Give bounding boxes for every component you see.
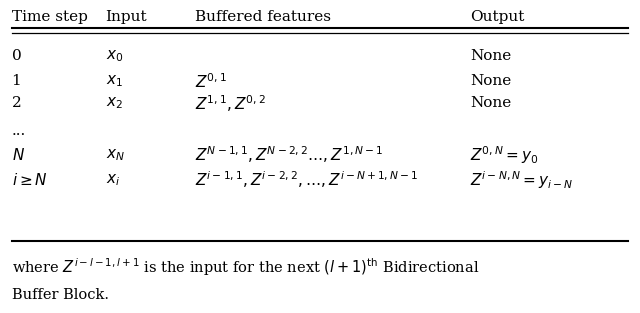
Text: Buffered features: Buffered features <box>195 10 332 24</box>
Text: 1: 1 <box>12 74 21 88</box>
Text: $Z^{i-N,N}=y_{i-N}$: $Z^{i-N,N}=y_{i-N}$ <box>470 169 574 191</box>
Text: $x_i$: $x_i$ <box>106 172 120 188</box>
Text: $Z^{i-1,1},Z^{i-2,2},\ldots,Z^{i-N+1,N-1}$: $Z^{i-1,1},Z^{i-2,2},\ldots,Z^{i-N+1,N-1… <box>195 170 419 190</box>
Text: $Z^{0,1}$: $Z^{0,1}$ <box>195 72 227 91</box>
Text: $x_N$: $x_N$ <box>106 147 125 163</box>
Text: where $Z^{i-l-1,l+1}$ is the input for the next $(l+1)^{\mathrm{th}}$ Bidirectio: where $Z^{i-l-1,l+1}$ is the input for t… <box>12 256 479 278</box>
Text: None: None <box>470 74 511 88</box>
Text: $x_0$: $x_0$ <box>106 49 123 64</box>
Text: None: None <box>470 49 511 63</box>
Text: $x_1$: $x_1$ <box>106 74 123 89</box>
Text: $Z^{N-1,1},Z^{N-2,2}\ldots,Z^{1,N-1}$: $Z^{N-1,1},Z^{N-2,2}\ldots,Z^{1,N-1}$ <box>195 145 383 165</box>
Text: 2: 2 <box>12 96 21 110</box>
Text: $Z^{0,N}=y_0$: $Z^{0,N}=y_0$ <box>470 144 539 166</box>
Text: Output: Output <box>470 10 525 24</box>
Text: None: None <box>470 96 511 110</box>
Text: $N$: $N$ <box>12 147 24 163</box>
Text: $x_2$: $x_2$ <box>106 95 123 111</box>
Text: Buffer Block.: Buffer Block. <box>12 288 109 302</box>
Text: Time step: Time step <box>12 10 88 24</box>
Text: $i\geq N$: $i\geq N$ <box>12 172 47 188</box>
Text: 0: 0 <box>12 49 21 63</box>
Text: ...: ... <box>12 125 26 138</box>
Text: $Z^{1,1},Z^{0,2}$: $Z^{1,1},Z^{0,2}$ <box>195 93 266 114</box>
Text: Input: Input <box>106 10 147 24</box>
